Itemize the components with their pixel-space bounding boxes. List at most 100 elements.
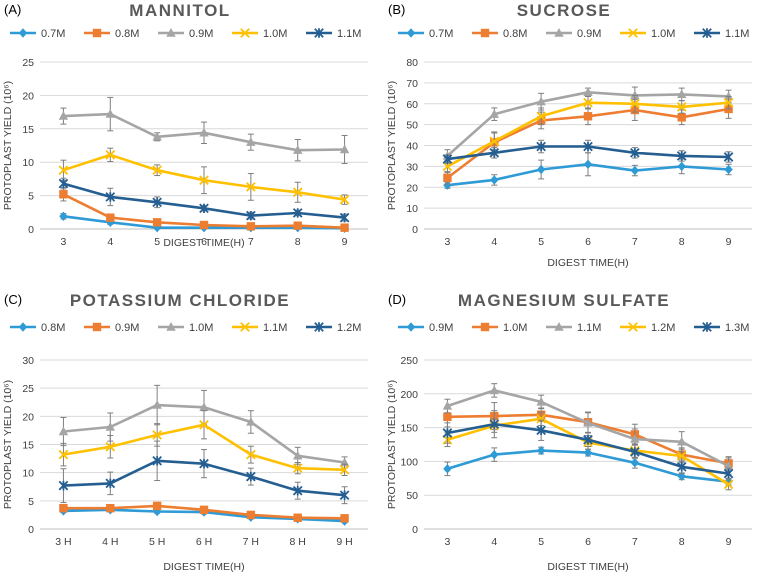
y-tick-label: 70 [406,78,418,90]
x-axis-label: DIGEST TIME(H) [547,257,628,269]
data-point [199,419,209,430]
data-point [630,90,640,100]
data-point [583,141,593,152]
legend-item: 1.0M [620,28,675,40]
legend-label: 1.1M [725,28,749,40]
data-point [676,102,687,112]
data-point [442,154,453,164]
x-tick-label: 5 [538,236,544,248]
data-point [583,87,593,96]
series-0.7M [443,152,733,190]
x-axis-label: DIGEST TIME(H) [163,561,244,573]
legend-item: 1.0M [472,322,527,334]
y-tick-label: 50 [406,120,418,132]
data-point [199,175,209,186]
legend-marker [18,28,28,38]
data-point [536,96,546,106]
data-point [58,111,69,120]
legend-label: 0.8M [115,28,139,40]
legend-item: 1.1M [694,28,749,40]
legend-label: 1.0M [263,28,287,40]
legend-label: 0.8M [41,322,65,334]
y-tick-label: 40 [406,141,418,153]
x-tick-label: 4 H [102,536,118,548]
x-tick-label: 3 [445,236,451,248]
data-point [58,178,69,189]
chart-panel-3: (C) POTASSIUM CHLORIDE 0.8M 0.9M 1.0M 1.1M 1.2… [2,291,368,573]
data-point [583,434,593,445]
data-point [246,471,256,482]
data-point [105,422,115,431]
legend-label: 1.3M [725,322,749,334]
legend-item: 0.8M [10,322,65,334]
legend-marker [18,322,28,332]
x-tick-label: 6 [201,236,207,248]
y-tick-label: 15 [22,440,34,452]
legend: 0.9M 1.0M 1.1M 1.2M 1.3M [398,322,749,334]
legend-marker [554,322,564,331]
data-point [630,165,640,176]
x-axis-label: DIGEST TIME(H) [547,561,628,573]
x-tick-label: 9 [726,236,732,248]
data-point [246,210,256,221]
data-point [152,506,162,517]
legend-item: 1.1M [232,322,287,334]
data-point [152,165,162,176]
y-tick-label: 60 [406,99,418,111]
legend-marker [628,322,638,332]
y-tick-label: 0 [28,224,34,236]
legend-item: 0.9M [398,322,453,334]
legend-label: 1.0M [651,28,675,40]
y-tick-label: 150 [400,423,418,435]
data-point [490,449,499,460]
data-point [489,109,499,118]
series-1.0M [58,384,350,469]
data-point [105,192,116,202]
panel-label: (C) [4,292,22,307]
legend-marker [92,28,102,38]
data-point [443,464,452,474]
data-point [536,413,546,424]
data-point [292,485,303,496]
x-tick-label: 3 [445,536,451,548]
data-point [105,478,116,489]
legend-label: 1.0M [189,322,213,334]
x-tick-label: 5 [154,236,160,248]
y-tick-label: 20 [22,90,34,102]
legend-label: 0.9M [577,28,601,40]
data-point [677,161,686,172]
data-point [152,400,162,409]
data-point [152,218,162,227]
legend-marker [480,322,490,332]
data-point [59,503,68,513]
data-point [152,501,162,511]
x-tick-label: 4 [107,236,113,248]
legend-item: 1.1M [546,322,601,334]
chart-title: POTASSIUM CHLORIDE [70,291,290,310]
legend-item: 1.2M [306,322,361,334]
data-point [442,428,453,438]
data-point [536,111,546,122]
chart-panel-4: (D) MAGNESIUM SULFATE 0.9M 1.0M 1.1M 1.2M 1.3M… [386,291,752,573]
x-tick-label: 9 H [336,536,352,548]
chart-title: MANNITOL [129,1,230,20]
data-point [489,136,500,147]
data-point [58,449,69,460]
data-point [724,164,733,175]
x-tick-label: 9 [342,236,348,248]
legend-marker [554,28,564,37]
data-point [58,480,69,491]
y-tick-label: 50 [406,490,418,502]
data-point [246,182,256,192]
legend-marker [406,28,416,38]
x-tick-label: 3 [61,236,67,248]
legend-item: 0.9M [546,28,601,40]
series-0.9M [443,445,733,487]
data-point [246,137,256,146]
x-tick-label: 6 H [196,536,212,548]
data-point [630,458,640,468]
x-tick-label: 7 [632,536,638,548]
legend-marker [92,322,102,332]
legend-item: 1.0M [232,28,287,40]
